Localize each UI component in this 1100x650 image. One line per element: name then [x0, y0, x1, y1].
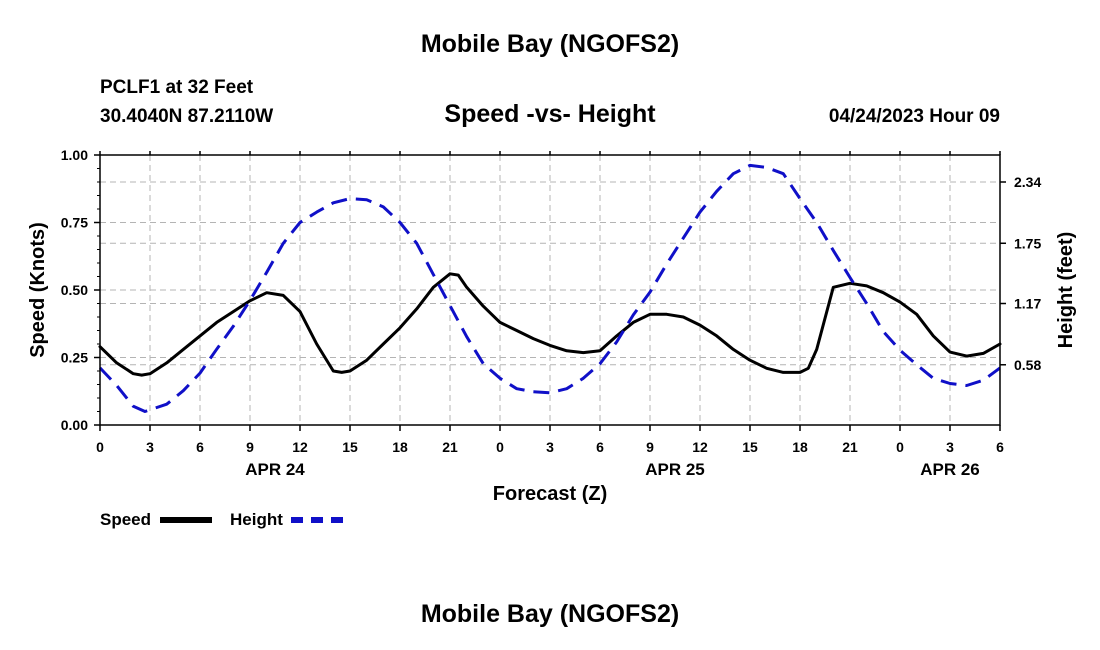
y-left-tick-label: 0.50 — [61, 282, 88, 298]
footer-title: Mobile Bay (NGOFS2) — [420, 600, 680, 628]
x-tick-label: 18 — [392, 439, 408, 455]
legend-speed-swatch — [160, 517, 212, 523]
x-tick-label: 3 — [946, 439, 954, 455]
y-left-tick-label: 0.75 — [61, 215, 88, 231]
x-tick-label: 0 — [896, 439, 904, 455]
y-left-tick-label: 1.00 — [61, 147, 88, 163]
x-tick-label: 0 — [96, 439, 104, 455]
x-tick-label: 15 — [742, 439, 758, 455]
legend-height-label: Height — [230, 510, 283, 529]
y-right-tick-label: 1.17 — [1014, 296, 1041, 312]
x-axis-label: Forecast (Z) — [493, 483, 607, 505]
series-line-speed — [98, 272, 1002, 377]
station-label: PCLF1 at 32 Feet — [100, 77, 254, 98]
x-tick-label: 21 — [842, 439, 858, 455]
x-tick-label: 9 — [646, 439, 654, 455]
x-tick-label: 21 — [442, 439, 458, 455]
y-left-tick-label: 0.00 — [61, 417, 88, 433]
date-label: APR 25 — [645, 460, 705, 479]
coordinates-label: 30.4040N 87.2110W — [100, 106, 274, 127]
x-tick-label: 12 — [292, 439, 308, 455]
y-axis-right-label: Height (feet) — [1055, 232, 1077, 349]
y-right-tick-label: 1.75 — [1014, 235, 1041, 251]
x-tick-label: 6 — [996, 439, 1004, 455]
forecast-datetime: 04/24/2023 Hour 09 — [828, 106, 1000, 127]
y-right-tick-label: 0.58 — [1014, 357, 1041, 373]
ticks: 0 3 6 9 12 15 18 21 0 3 6 9 12 15 18 21 0 3 6 APR 24 APR 25 A… — [61, 147, 1042, 479]
series-line-height — [98, 163, 1001, 413]
x-tick-label: 6 — [196, 439, 204, 455]
x-tick-label: 3 — [146, 439, 154, 455]
x-tick-label: 9 — [246, 439, 254, 455]
y-right-tick-label: 2.34 — [1014, 174, 1041, 190]
x-tick-label: 12 — [692, 439, 708, 455]
date-label: APR 26 — [920, 460, 980, 479]
chart-title: Mobile Bay (NGOFS2) — [420, 30, 680, 58]
y-axis-left-label: Speed (Knots) — [27, 222, 49, 358]
x-tick-label: 15 — [342, 439, 358, 455]
x-tick-label: 0 — [496, 439, 504, 455]
legend-speed-label: Speed — [100, 510, 152, 529]
y-left-tick-label: 0.25 — [61, 350, 88, 366]
x-tick-label: 18 — [792, 439, 808, 455]
date-label: APR 24 — [245, 460, 305, 479]
x-tick-label: 6 — [596, 439, 604, 455]
series-layer — [98, 163, 1002, 413]
legend-height-swatch — [291, 517, 343, 523]
chart-subtitle: Speed -vs- Height — [444, 100, 656, 128]
grid — [100, 155, 1000, 425]
x-tick-label: 3 — [546, 439, 554, 455]
